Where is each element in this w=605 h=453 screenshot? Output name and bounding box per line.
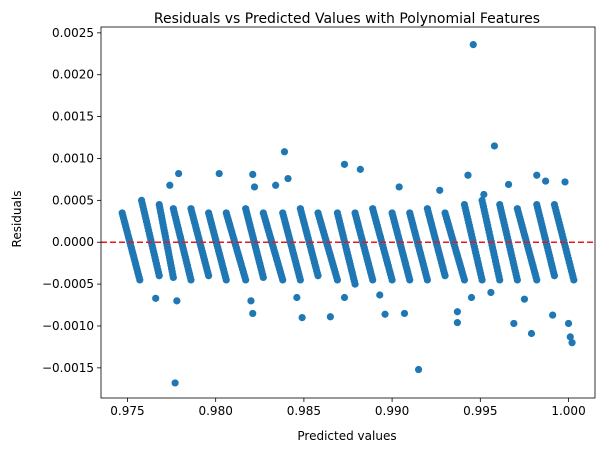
- outlier-point: [376, 291, 384, 299]
- data-point: [441, 272, 449, 280]
- outlier-point: [356, 165, 364, 173]
- data-point: [478, 276, 486, 284]
- data-point: [406, 276, 414, 284]
- x-tick-label: 0.990: [375, 404, 409, 418]
- data-point: [259, 273, 267, 281]
- y-tick-label: −0.0015: [42, 361, 94, 375]
- outlier-point: [247, 297, 255, 305]
- data-point: [533, 276, 541, 284]
- outlier-point: [469, 40, 477, 49]
- outlier-point: [504, 180, 513, 189]
- x-tick-label: 0.975: [110, 404, 144, 418]
- outlier-point: [467, 293, 476, 302]
- outlier-point: [480, 190, 488, 199]
- y-tick-label: −0.0005: [42, 277, 94, 291]
- outlier-point: [510, 319, 518, 328]
- data-point: [460, 276, 469, 284]
- x-axis-label: Predicted values: [297, 429, 396, 443]
- data-point: [423, 276, 431, 284]
- outlier-point: [381, 310, 389, 318]
- data-point: [187, 276, 195, 284]
- outlier-point: [490, 142, 499, 150]
- outlier-point: [464, 171, 472, 179]
- data-point: [222, 276, 230, 284]
- data-point: [333, 276, 342, 284]
- data-point: [314, 272, 322, 280]
- y-tick-label: 0.0005: [52, 193, 94, 207]
- x-tick-label: 0.985: [287, 404, 321, 418]
- outlier-point: [152, 294, 160, 302]
- outlier-point: [215, 169, 223, 178]
- outlier-point: [436, 186, 444, 194]
- outlier-point: [400, 309, 409, 318]
- outlier-point: [173, 297, 181, 305]
- outlier-point: [249, 170, 257, 178]
- plot-frame: [100, 26, 596, 399]
- outlier-point: [166, 181, 174, 189]
- data-point: [205, 272, 213, 280]
- outlier-point: [395, 183, 403, 191]
- outlier-point: [533, 171, 541, 179]
- x-tick-label: 0.995: [463, 404, 497, 418]
- outlier-point: [414, 365, 423, 374]
- outlier-point: [566, 333, 574, 341]
- y-axis-ticks: −0.0015 −0.0010 −0.0005 0.0000 0.0005 0.0010 0…: [42, 26, 101, 375]
- x-axis-ticks: 0.975 0.980 0.985 0.990 0.995 1.000: [110, 398, 586, 418]
- data-point: [351, 280, 359, 288]
- outlier-point: [453, 319, 461, 327]
- data-point: [570, 276, 578, 284]
- y-tick-label: 0.0015: [52, 110, 94, 124]
- data-point: [296, 276, 304, 284]
- y-axis-label: Residuals: [10, 191, 24, 248]
- y-tick-label: −0.0010: [42, 319, 94, 333]
- outlier-point: [293, 293, 301, 302]
- outlier-point: [280, 148, 289, 156]
- outlier-point: [549, 311, 557, 319]
- scatter-points: [118, 40, 578, 387]
- data-point: [388, 276, 396, 284]
- data-point: [169, 273, 177, 281]
- outlier-point: [561, 178, 569, 186]
- y-tick-label: 0.0000: [52, 235, 94, 249]
- x-tick-label: 1.000: [551, 404, 585, 418]
- y-tick-label: 0.0010: [52, 151, 94, 165]
- outlier-point: [527, 329, 536, 338]
- data-point: [242, 276, 250, 284]
- outlier-point: [542, 177, 550, 185]
- outlier-point: [568, 339, 576, 347]
- outlier-point: [250, 183, 259, 191]
- outlier-point: [249, 309, 257, 318]
- outlier-point: [284, 174, 292, 183]
- outlier-point: [487, 288, 495, 297]
- x-tick-label: 0.980: [198, 404, 232, 418]
- outlier-point: [520, 295, 529, 303]
- data-point: [279, 276, 287, 284]
- data-point: [496, 276, 504, 284]
- outlier-point: [272, 181, 280, 189]
- data-point: [550, 272, 559, 280]
- outlier-point: [340, 293, 349, 302]
- data-point: [369, 276, 377, 284]
- outlier-point: [453, 308, 461, 316]
- outlier-point: [564, 319, 573, 328]
- y-tick-label: 0.0025: [52, 26, 94, 40]
- data-point: [136, 276, 144, 284]
- data-point: [155, 272, 163, 280]
- outlier-point: [340, 160, 349, 168]
- chart-title: Residuals vs Predicted Values with Polyn…: [154, 11, 540, 27]
- outlier-point: [298, 314, 306, 322]
- y-tick-label: 0.0020: [52, 68, 94, 82]
- data-point: [513, 276, 521, 284]
- outlier-point: [326, 313, 334, 321]
- outlier-point: [175, 169, 183, 178]
- outlier-point: [171, 379, 179, 387]
